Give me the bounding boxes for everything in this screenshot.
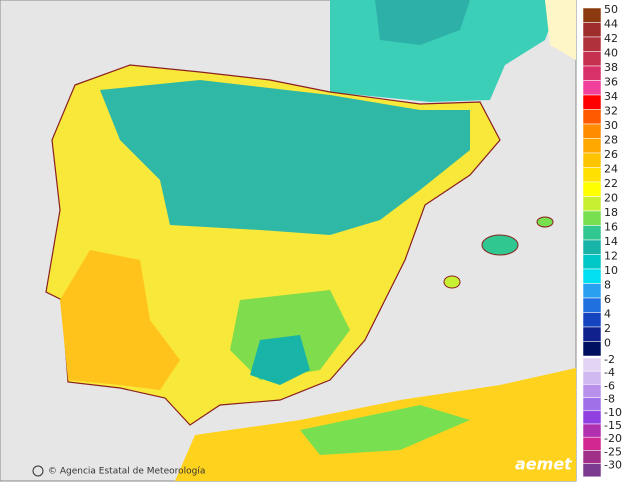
- legend-label: 40: [604, 47, 618, 60]
- legend-label: 12: [604, 250, 618, 263]
- legend-label: 34: [604, 90, 618, 103]
- italy: [545, 0, 576, 60]
- logo: aemet: [515, 455, 573, 474]
- legend-label: -8: [604, 393, 615, 406]
- legend-swatch: [582, 370, 602, 385]
- northern-plateau: [100, 80, 470, 235]
- southwest-heat: [60, 250, 180, 390]
- legend-swatch: [582, 167, 602, 183]
- legend-swatch: [582, 65, 602, 81]
- legend-swatch: [582, 152, 602, 168]
- legend-label: 4: [604, 308, 611, 321]
- legend-swatch: [582, 463, 602, 478]
- legend-label: 38: [604, 61, 618, 74]
- legend-label: -10: [604, 406, 622, 419]
- legend-swatch: [582, 410, 602, 425]
- sierra-nevada: [250, 335, 310, 385]
- legend-label: 24: [604, 163, 618, 176]
- legend-swatch: [582, 123, 602, 139]
- menorca: [536, 216, 554, 228]
- legend-swatch: [582, 138, 602, 154]
- legend-swatch: [582, 196, 602, 212]
- legend-label: 18: [604, 206, 618, 219]
- legend-swatch: [582, 109, 602, 125]
- legend-swatch: [582, 7, 602, 23]
- legend-label: -20: [604, 432, 622, 445]
- legend-swatch: [582, 436, 602, 451]
- credit: © Agencia Estatal de Meteorología: [48, 467, 205, 477]
- legend-label: 8: [604, 279, 611, 292]
- legend-label: 36: [604, 76, 618, 89]
- legend-swatch: [582, 94, 602, 110]
- legend-swatch: [582, 357, 602, 372]
- legend-label: 50: [604, 3, 618, 16]
- legend-label: 0: [604, 337, 611, 350]
- legend-swatch: [582, 384, 602, 398]
- legend-label: 30: [604, 119, 618, 132]
- legend: 5044424038363432302826242220181614121086…: [582, 3, 622, 478]
- atlas-region: [300, 405, 470, 455]
- legend-label: -6: [604, 379, 615, 392]
- legend-label: 32: [604, 105, 618, 118]
- legend-swatch: [582, 181, 602, 197]
- legend-label: 42: [604, 32, 618, 45]
- legend-label: 6: [604, 293, 611, 306]
- legend-swatch: [582, 268, 602, 284]
- mallorca: [481, 234, 519, 256]
- legend-swatch: [582, 397, 602, 412]
- legend-label: -2: [604, 353, 615, 366]
- legend-label: -4: [604, 366, 615, 379]
- legend-swatch: [582, 22, 602, 38]
- alps-region: [375, 0, 470, 45]
- legend-swatch: [582, 341, 602, 357]
- legend-label: 26: [604, 148, 618, 161]
- legend-label: -30: [604, 459, 622, 472]
- legend-swatch: [582, 80, 602, 96]
- legend-swatch: [582, 326, 602, 342]
- legend-label: -15: [604, 419, 622, 432]
- ibiza: [443, 275, 461, 289]
- legend-label: 22: [604, 177, 618, 190]
- legend-swatch: [582, 254, 602, 270]
- legend-swatch: [582, 36, 602, 52]
- legend-label: 10: [604, 264, 618, 277]
- legend-swatch: [582, 423, 602, 438]
- legend-label: -25: [604, 445, 622, 458]
- legend-swatch: [582, 225, 602, 241]
- credit-icon: [32, 465, 44, 477]
- legend-swatch: [582, 450, 602, 464]
- legend-label: 16: [604, 221, 618, 234]
- legend-swatch: [582, 312, 602, 328]
- legend-swatch: [582, 51, 602, 67]
- legend-label: 14: [604, 235, 618, 248]
- legend-label: 44: [604, 18, 618, 31]
- legend-label: 28: [604, 134, 618, 147]
- legend-swatch: [582, 297, 602, 313]
- legend-label: 2: [604, 322, 611, 335]
- legend-swatch: [582, 239, 602, 255]
- legend-swatch: [582, 210, 602, 226]
- legend-swatch: [582, 283, 602, 299]
- legend-label: 20: [604, 192, 618, 205]
